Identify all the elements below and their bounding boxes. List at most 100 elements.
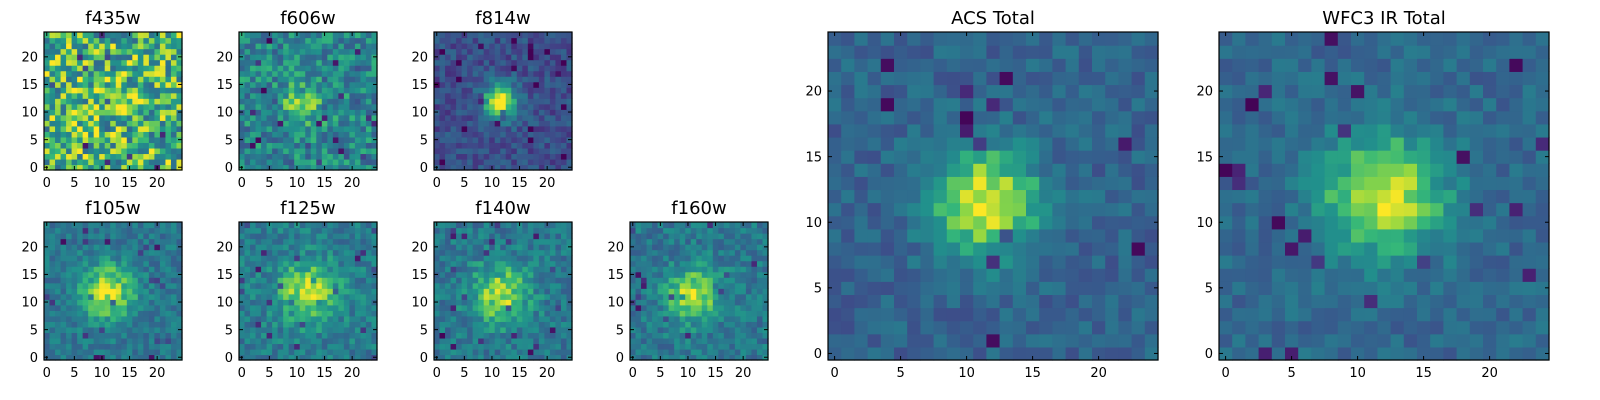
heatmap-cell bbox=[132, 348, 139, 356]
heatmap-cell bbox=[500, 271, 507, 278]
heatmap-cell bbox=[277, 233, 284, 240]
heatmap-cell bbox=[365, 266, 373, 273]
heatmap-cell bbox=[1118, 176, 1133, 191]
heatmap-cell bbox=[338, 153, 345, 160]
heatmap-cell bbox=[1105, 320, 1119, 335]
heatmap-cell bbox=[828, 255, 842, 269]
heatmap-cell bbox=[544, 158, 551, 166]
heatmap-cell bbox=[305, 103, 312, 110]
heatmap-cell bbox=[745, 288, 753, 295]
heatmap-cell bbox=[239, 125, 246, 132]
heatmap-cell bbox=[365, 120, 373, 127]
heatmap-cell bbox=[920, 294, 935, 309]
heatmap-cell bbox=[566, 282, 573, 289]
heatmap-cell bbox=[316, 136, 323, 143]
heatmap-cell bbox=[170, 59, 178, 66]
heatmap-cell bbox=[1092, 255, 1106, 269]
heatmap-cell bbox=[986, 320, 1001, 335]
heatmap-cell bbox=[500, 238, 507, 245]
heatmap-cell bbox=[762, 315, 769, 322]
heatmap-cell bbox=[544, 332, 551, 339]
heatmap-cell bbox=[483, 354, 490, 361]
heatmap-cell bbox=[305, 48, 312, 55]
heatmap-cell bbox=[148, 114, 155, 121]
heatmap-cell bbox=[148, 238, 155, 245]
heatmap-cell bbox=[439, 244, 446, 251]
heatmap-cell bbox=[99, 260, 106, 267]
heatmap-cell bbox=[635, 238, 642, 245]
heatmap-cell bbox=[93, 37, 100, 44]
heatmap-cell bbox=[121, 288, 128, 295]
heatmap-cell bbox=[544, 277, 551, 284]
heatmap-cell bbox=[294, 293, 301, 300]
heatmap-cell bbox=[674, 260, 681, 267]
heatmap-cell bbox=[560, 142, 568, 149]
heatmap-cell bbox=[494, 304, 501, 311]
heatmap-cell bbox=[338, 92, 345, 99]
heatmap-cell bbox=[445, 277, 452, 284]
heatmap-cell bbox=[679, 310, 686, 317]
heatmap-cell bbox=[115, 81, 122, 88]
heatmap-cell bbox=[371, 103, 378, 110]
heatmap-cell bbox=[718, 293, 725, 300]
heatmap-cell bbox=[277, 32, 284, 39]
heatmap-cell bbox=[159, 65, 167, 72]
heatmap-cell bbox=[478, 37, 485, 44]
heatmap-cell bbox=[272, 114, 279, 121]
heatmap-cell bbox=[696, 266, 703, 273]
heatmap-cell bbox=[283, 48, 290, 55]
heatmap-cell bbox=[49, 354, 56, 361]
heatmap-cell bbox=[461, 321, 468, 328]
heatmap-cell bbox=[99, 348, 106, 356]
heatmap-cell bbox=[696, 326, 703, 333]
heatmap-cell bbox=[277, 222, 284, 229]
heatmap-cell bbox=[841, 241, 855, 256]
heatmap-cell bbox=[555, 293, 562, 300]
heatmap-cell bbox=[472, 153, 479, 160]
heatmap-cell bbox=[740, 233, 747, 240]
heatmap-cell bbox=[82, 147, 89, 155]
heatmap-cell bbox=[478, 266, 485, 273]
heatmap-cell bbox=[71, 244, 78, 251]
heatmap-cell bbox=[696, 277, 703, 284]
heatmap-cell bbox=[354, 310, 362, 317]
heatmap-cell bbox=[338, 65, 345, 72]
heatmap-cell bbox=[71, 70, 78, 77]
heatmap-cell bbox=[555, 54, 562, 61]
heatmap-cell bbox=[674, 233, 681, 240]
heatmap-cell bbox=[511, 233, 518, 240]
heatmap-cell bbox=[277, 288, 284, 295]
heatmap-cell bbox=[679, 288, 686, 295]
heatmap-cell bbox=[467, 288, 474, 295]
heatmap-cell bbox=[88, 249, 95, 256]
heatmap-cell bbox=[104, 315, 111, 322]
heatmap-cell bbox=[115, 282, 122, 289]
heatmap-cell bbox=[354, 81, 362, 88]
heatmap-cell bbox=[533, 98, 540, 105]
heatmap-cell bbox=[646, 315, 653, 322]
heatmap-cell bbox=[489, 321, 496, 328]
heatmap-cell bbox=[439, 299, 446, 306]
heatmap-cell bbox=[701, 343, 708, 350]
heatmap-cell bbox=[310, 293, 317, 300]
heatmap-cell bbox=[478, 164, 485, 171]
heatmap-cell bbox=[544, 343, 551, 350]
heatmap-cell bbox=[49, 310, 56, 317]
heatmap-cell bbox=[712, 249, 719, 256]
heatmap-cell bbox=[261, 310, 268, 317]
heatmap-cell bbox=[82, 125, 89, 132]
heatmap-cell bbox=[126, 249, 133, 256]
heatmap-cell bbox=[266, 310, 273, 317]
heatmap-cell bbox=[154, 59, 161, 66]
heatmap-cell bbox=[332, 59, 339, 66]
heatmap-cell bbox=[439, 158, 446, 166]
heatmap-cell bbox=[77, 59, 84, 66]
x-tick-label: 10 bbox=[680, 366, 697, 381]
heatmap-cell bbox=[1026, 215, 1040, 230]
heatmap-cell bbox=[472, 158, 479, 166]
heatmap-cell bbox=[272, 153, 279, 160]
heatmap-cell bbox=[154, 271, 161, 278]
heatmap-cell bbox=[82, 81, 89, 88]
heatmap-cell bbox=[663, 304, 670, 311]
heatmap-cell bbox=[1144, 189, 1159, 204]
